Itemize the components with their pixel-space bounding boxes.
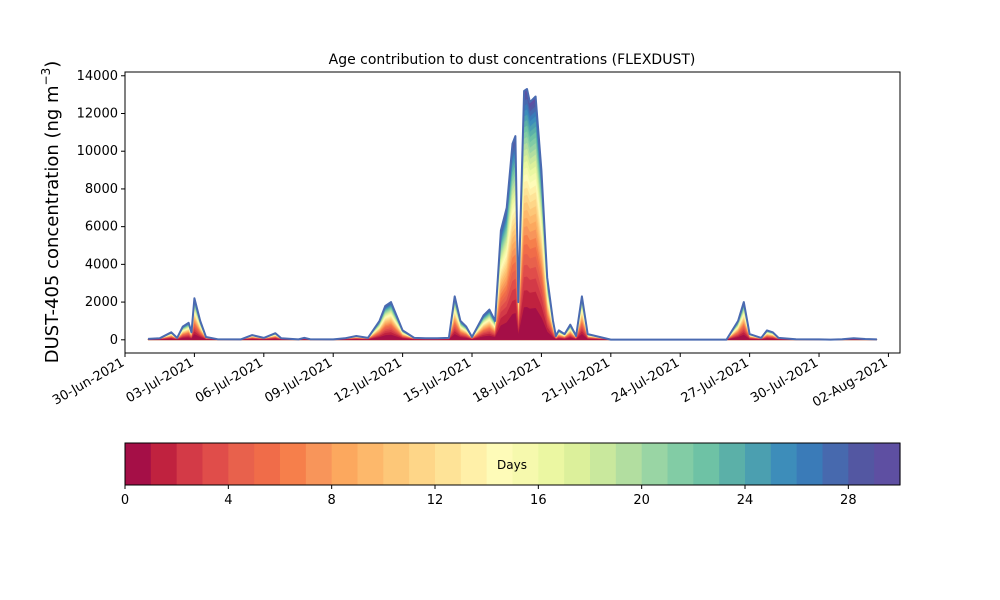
x-tick-label: 06-Jul-2021 [193,355,266,406]
colorbar-segment [383,443,410,485]
x-tick-label: 12-Jul-2021 [332,355,405,406]
colorbar-tick-label: 20 [633,493,650,508]
x-tick-label: 02-Aug-2021 [810,355,890,410]
colorbar-segment [874,443,901,485]
x-tick-label: 21-Jul-2021 [540,355,613,406]
days-colorbar [125,443,901,485]
colorbar-segment [305,443,333,485]
y-axis-label: DUST-405 concentration (ng m−3) [39,61,63,364]
colorbar-ticks: 0 4 8 12 16 20 24 28 [121,485,857,508]
chart-title: Age contribution to dust concentrations … [329,52,696,68]
colorbar-tick-label: 16 [530,493,547,508]
colorbar-segment [770,443,798,485]
colorbar-segment [693,443,720,485]
colorbar-tick-label: 8 [328,493,336,508]
colorbar-segment [667,443,694,485]
colorbar-segment [615,443,643,485]
colorbar-segment [331,443,359,485]
x-tick-label: 24-Jul-2021 [609,355,682,406]
colorbar-tick-label: 12 [427,493,444,508]
y-tick-label: 10000 [77,144,118,159]
colorbar-segment [280,443,307,485]
y-tick-label: 8000 [85,182,118,197]
colorbar-segment [202,443,229,485]
y-tick-label: 6000 [85,220,118,235]
colorbar-segment [512,443,539,485]
colorbar-frame [124,442,901,486]
y-tick-label: 0 [110,333,118,348]
colorbar-segment [176,443,204,485]
colorbar-segment [641,443,669,485]
colorbar-segment [150,443,178,485]
plot-frame [124,71,901,354]
x-tick-label: 18-Jul-2021 [471,355,544,406]
y-axis-label-superscript: −3 [39,68,53,86]
colorbar-segment [564,443,591,485]
x-tick-label: 03-Jul-2021 [124,355,197,406]
colorbar-tick-label: 28 [840,493,857,508]
colorbar-segment [719,443,746,485]
colorbar-segment [538,443,565,485]
colorbar-tick-label: 4 [224,493,232,508]
colorbar-segment [796,443,824,485]
x-tick-label: 27-Jul-2021 [679,355,752,406]
colorbar-tick-label: 24 [737,493,754,508]
colorbar-segment [357,443,384,485]
colorbar-segment [460,443,488,485]
colorbar-segment [228,443,255,485]
colorbar-segment [590,443,617,485]
colorbar-segment [486,443,514,485]
colorbar-label: Days [497,458,527,472]
colorbar-segment [409,443,436,485]
y-tick-label: 12000 [77,106,118,121]
colorbar-tick-label: 0 [121,493,129,508]
x-tick-label: 09-Jul-2021 [262,355,335,406]
y-tick-label: 2000 [85,295,118,310]
colorbar-segment [435,443,462,485]
colorbar-segment [254,443,281,485]
y-axis-label-main: DUST-405 concentration (ng m [42,85,63,363]
y-tick-label: 4000 [85,257,118,272]
colorbar-segment [822,443,849,485]
age-area-layers [147,88,878,341]
colorbar-segment [125,443,152,485]
x-axis-ticks: 30-Jun-202103-Jul-202106-Jul-202109-Jul-… [50,353,890,411]
colorbar-segment [848,443,875,485]
y-axis-ticks: 0 2000 4000 6000 8000 10000 12000 14000 [77,69,125,348]
age-layer-0 [147,306,878,341]
x-tick-label: 15-Jul-2021 [401,355,474,406]
colorbar-segment [745,443,772,485]
y-axis-label-close: ) [42,61,63,68]
total-concentration-line [148,88,877,341]
y-tick-label: 14000 [77,69,118,84]
